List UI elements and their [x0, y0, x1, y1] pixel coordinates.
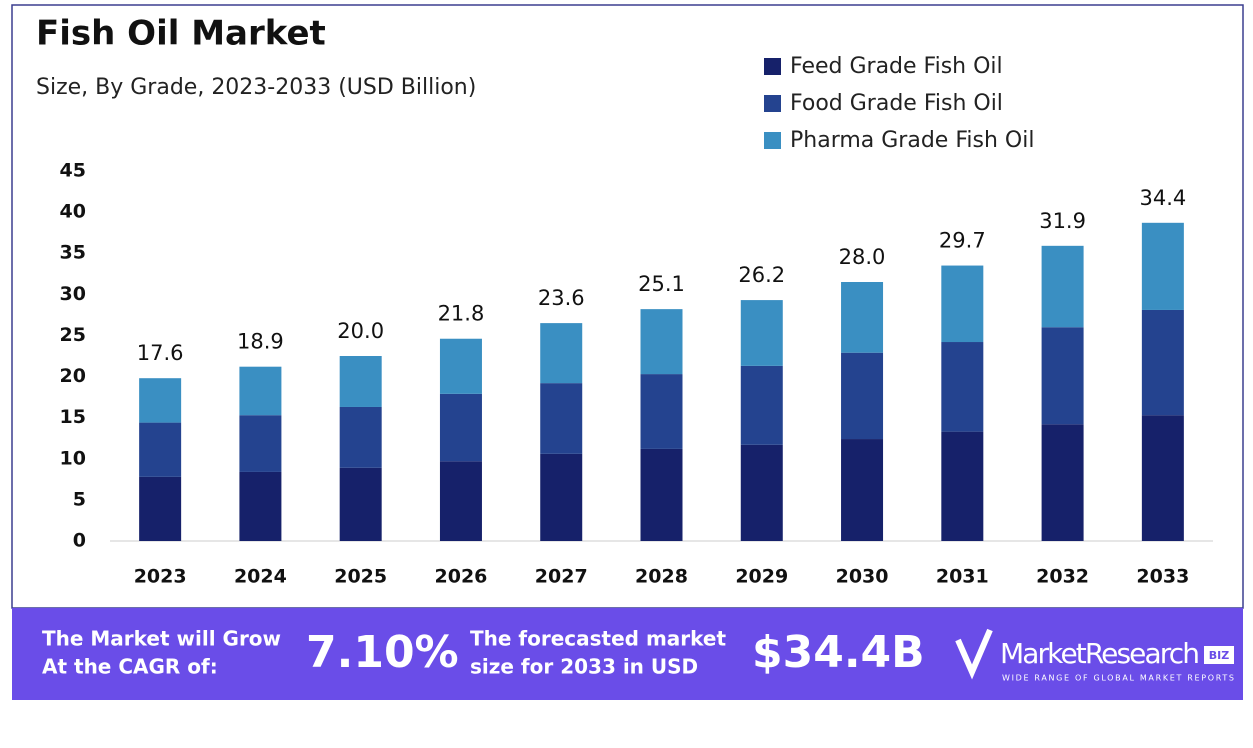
- chart-title: Fish Oil Market: [36, 14, 326, 54]
- total-label: 29.7: [939, 229, 986, 253]
- y-tick-label: 25: [60, 324, 86, 346]
- legend-swatch: [764, 58, 781, 75]
- bar-segment: [139, 422, 182, 477]
- chart-subtitle: Size, By Grade, 2023-2033 (USD Billion): [36, 75, 476, 100]
- bar-segment: [1141, 415, 1184, 541]
- y-tick-label: 0: [73, 530, 86, 552]
- bar-segment: [1141, 222, 1184, 310]
- x-tick-label: 2024: [234, 566, 287, 588]
- y-tick-label: 30: [60, 283, 86, 305]
- bar-segment: [640, 448, 683, 541]
- y-tick-label: 40: [60, 201, 86, 223]
- bar-segment: [139, 476, 182, 541]
- footer-text: At the CAGR of:: [42, 655, 218, 679]
- bar-segment: [239, 366, 282, 416]
- bar-segment: [941, 431, 984, 541]
- y-tick-label: 35: [60, 242, 86, 264]
- x-tick-label: 2028: [635, 566, 688, 588]
- x-tick-label: 2026: [435, 566, 488, 588]
- x-tick-label: 2032: [1036, 566, 1089, 588]
- brand-icon: [955, 628, 993, 680]
- bar-segment: [640, 374, 683, 449]
- total-label: 18.9: [237, 330, 284, 354]
- total-label: 26.2: [738, 263, 785, 287]
- footer-band: [12, 608, 1243, 700]
- bar-segment: [239, 471, 282, 541]
- total-label: 17.6: [137, 341, 184, 365]
- y-tick-label: 15: [60, 406, 86, 428]
- bar-segment: [439, 393, 482, 462]
- bar-segment: [941, 265, 984, 343]
- bar-segment: [1041, 327, 1084, 425]
- total-label: 20.0: [337, 319, 384, 343]
- total-label: 23.6: [538, 286, 585, 310]
- footer-forecast: $34.4B: [752, 627, 925, 678]
- legend-swatch: [764, 95, 781, 112]
- bar-segment: [339, 467, 382, 541]
- total-label: 28.0: [839, 245, 886, 269]
- y-tick-label: 5: [73, 488, 86, 510]
- bar-segment: [1041, 424, 1084, 541]
- total-label: 25.1: [638, 272, 685, 296]
- footer-text: size for 2033 in USD: [470, 655, 698, 679]
- legend-label: Feed Grade Fish Oil: [790, 54, 1003, 79]
- x-tick-label: 2029: [735, 566, 788, 588]
- footer-text: The Market will Grow: [42, 627, 281, 651]
- brand-slogan: WIDE RANGE OF GLOBAL MARKET REPORTS: [1002, 674, 1234, 683]
- y-tick-label: 45: [60, 160, 86, 182]
- bar-segment: [439, 338, 482, 394]
- brand-tag-box: [1204, 646, 1234, 664]
- total-label: 34.4: [1139, 186, 1186, 210]
- total-label: 21.8: [438, 302, 485, 326]
- chart-frame: [11, 4, 1244, 609]
- bar-segment: [740, 300, 783, 366]
- y-tick-label: 20: [60, 365, 86, 387]
- bar-segment: [740, 444, 783, 541]
- footer-cagr: 7.10%: [306, 627, 459, 678]
- bar-segment: [540, 453, 583, 541]
- legend-label: Food Grade Fish Oil: [790, 91, 1003, 116]
- bar-segment: [1141, 309, 1184, 416]
- x-tick-label: 2025: [334, 566, 387, 588]
- bar-segment: [139, 378, 182, 423]
- bar-segment: [1041, 245, 1084, 328]
- bar-segment: [540, 323, 583, 384]
- bar-segment: [439, 461, 482, 541]
- brand-tag: BIZ: [1209, 649, 1229, 662]
- bar-segment: [740, 365, 783, 445]
- bar-segment: [841, 439, 884, 541]
- x-tick-label: 2030: [836, 566, 889, 588]
- total-label: 31.9: [1039, 209, 1086, 233]
- bar-segment: [841, 282, 884, 353]
- bar-segment: [239, 415, 282, 472]
- x-tick-label: 2023: [134, 566, 187, 588]
- bar-segment: [339, 356, 382, 407]
- legend-label: Pharma Grade Fish Oil: [790, 128, 1034, 153]
- x-tick-label: 2033: [1136, 566, 1189, 588]
- bar-segment: [640, 309, 683, 375]
- bar-segment: [540, 383, 583, 454]
- legend-swatch: [764, 132, 781, 149]
- bar-segment: [339, 406, 382, 468]
- footer-text: The forecasted market: [470, 627, 726, 651]
- x-tick-label: 2027: [535, 566, 588, 588]
- y-tick-label: 10: [60, 447, 86, 469]
- x-tick-label: 2031: [936, 566, 989, 588]
- bar-segment: [841, 352, 884, 440]
- brand: MarketResearch: [1000, 637, 1200, 670]
- bar-segment: [941, 342, 984, 432]
